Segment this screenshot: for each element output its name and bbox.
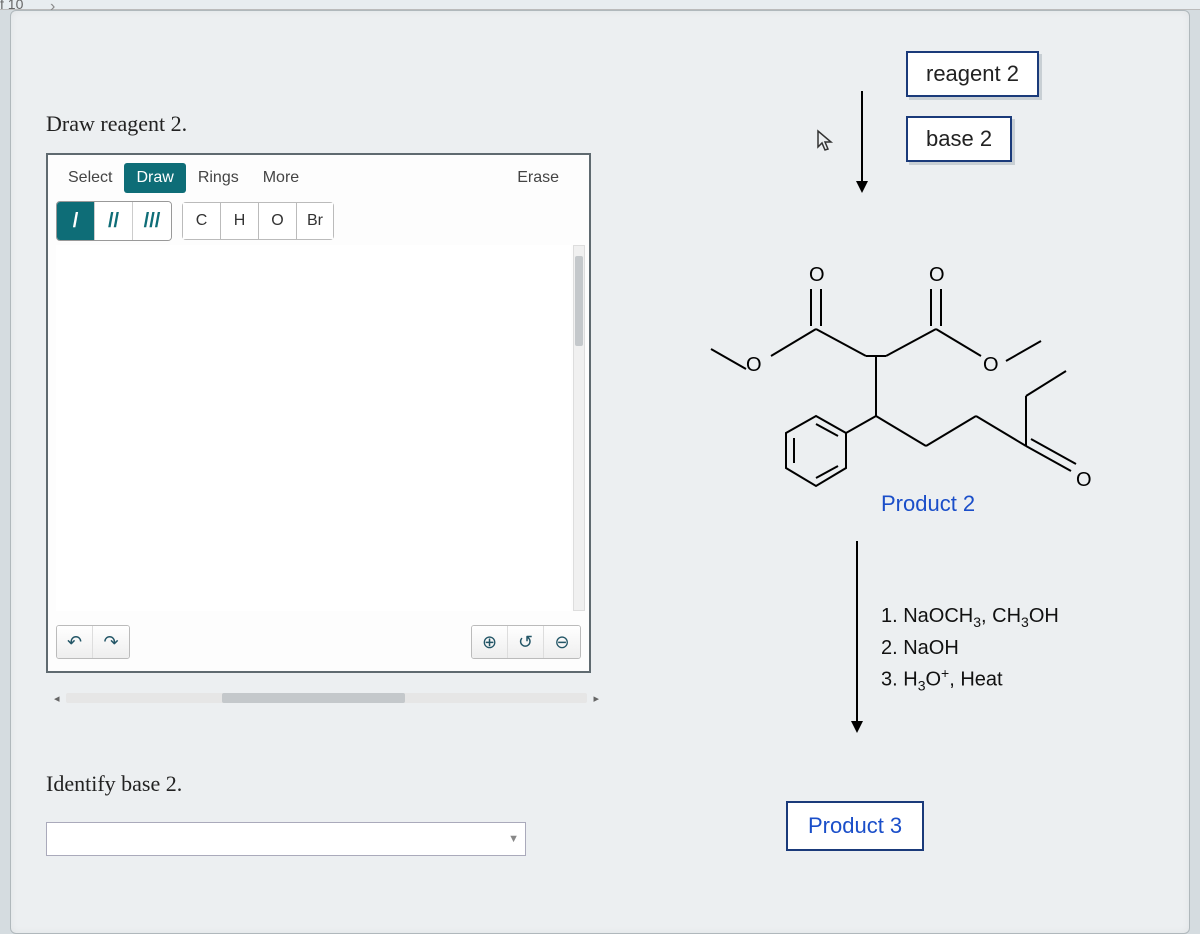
product3-label: Product 3 (808, 813, 902, 838)
reaction-arrow-2 (856, 541, 858, 731)
atom-o-button[interactable]: O (258, 202, 296, 240)
zoom-in-button[interactable]: ⊕ (472, 626, 508, 658)
identify-base-section: Identify base 2. ▼ (46, 771, 591, 856)
identify-section-title: Identify base 2. (46, 771, 591, 797)
cond1-suffix: OH (1029, 605, 1059, 627)
single-bond-button[interactable]: / (57, 202, 95, 240)
base2-label: base 2 (926, 126, 992, 151)
vertical-scroll-thumb[interactable] (575, 256, 583, 346)
atom-h-button[interactable]: H (220, 202, 258, 240)
drawing-canvas[interactable] (56, 245, 571, 611)
tab-erase[interactable]: Erase (505, 163, 571, 193)
cond1-prefix: 1. NaOCH (881, 605, 973, 627)
scroll-right-icon[interactable]: ▸ (593, 692, 599, 705)
horizontal-scroll-row: ◂ ▸ (54, 691, 599, 705)
history-group: ↶ ↷ (56, 625, 130, 659)
structure-editor: Select Draw Rings More Erase / // /// C … (46, 153, 591, 673)
cond3-suffix: , Heat (949, 669, 1002, 691)
cursor-icon (816, 129, 836, 159)
cond3-sup: + (941, 665, 949, 681)
base-select-dropdown[interactable]: ▼ (46, 822, 526, 856)
tab-select[interactable]: Select (56, 163, 124, 193)
cond1-sub2: 3 (1021, 614, 1029, 630)
bottom-controls: ↶ ↷ ⊕ ↺ ⊖ (56, 625, 581, 659)
tab-rings[interactable]: Rings (186, 163, 251, 193)
reagent2-box: reagent 2 (906, 51, 1039, 97)
zoom-reset-button[interactable]: ↺ (508, 626, 544, 658)
atom-o-label: O (983, 354, 999, 376)
condition-line-1: 1. NaOCH3, CH3OH (881, 601, 1059, 633)
draw-section-title: Draw reagent 2. (46, 111, 591, 137)
atom-group: C H O Br (182, 202, 334, 240)
reagent2-label: reagent 2 (926, 61, 1019, 86)
reaction-scheme: reagent 2 base 2 O O O (631, 41, 1191, 921)
chevron-down-icon: ▼ (508, 833, 519, 845)
reaction-conditions: 1. NaOCH3, CH3OH 2. NaOH 3. H3O+, Heat (881, 601, 1059, 697)
scroll-left-icon[interactable]: ◂ (54, 692, 60, 705)
cond1-sub1: 3 (973, 614, 981, 630)
cond1-mid: , CH (981, 605, 1021, 627)
draw-reagent-section: Draw reagent 2. Select Draw Rings More E… (46, 111, 591, 697)
atom-br-button[interactable]: Br (296, 202, 334, 240)
base2-box: base 2 (906, 116, 1012, 162)
undo-button[interactable]: ↶ (57, 626, 93, 658)
double-bond-button[interactable]: // (95, 202, 133, 240)
condition-line-2: 2. NaOH (881, 633, 1059, 663)
reaction-arrow-1 (861, 91, 863, 191)
bond-group: / // /// (56, 201, 172, 241)
structure-diagram: O O O O (651, 251, 1171, 571)
top-bar: f 10 › (0, 0, 1200, 10)
atom-o-label: O (929, 264, 945, 286)
condition-line-3: 3. H3O+, Heat (881, 663, 1059, 697)
atom-o-label: O (809, 264, 825, 286)
editor-toolbar: / // /// C H O Br (48, 195, 589, 247)
tab-more[interactable]: More (251, 163, 311, 193)
triple-bond-button[interactable]: /// (133, 202, 171, 240)
product3-box: Product 3 (786, 801, 924, 851)
zoom-group: ⊕ ↺ ⊖ (471, 625, 581, 659)
horizontal-scroll-thumb[interactable] (222, 693, 405, 703)
atom-o-label: O (746, 354, 762, 376)
zoom-out-button[interactable]: ⊖ (544, 626, 580, 658)
product2-label: Product 2 (881, 491, 975, 517)
atom-c-button[interactable]: C (182, 202, 220, 240)
horizontal-scrollbar[interactable] (66, 693, 588, 703)
redo-button[interactable]: ↷ (93, 626, 129, 658)
cond3-prefix: 3. H (881, 669, 918, 691)
tab-draw[interactable]: Draw (124, 163, 185, 193)
cond3-mid: O (925, 669, 941, 691)
atom-o-label: O (1076, 469, 1092, 491)
editor-tabs: Select Draw Rings More Erase (48, 155, 589, 195)
main-panel: Draw reagent 2. Select Draw Rings More E… (10, 10, 1190, 934)
vertical-scrollbar[interactable] (573, 245, 585, 611)
